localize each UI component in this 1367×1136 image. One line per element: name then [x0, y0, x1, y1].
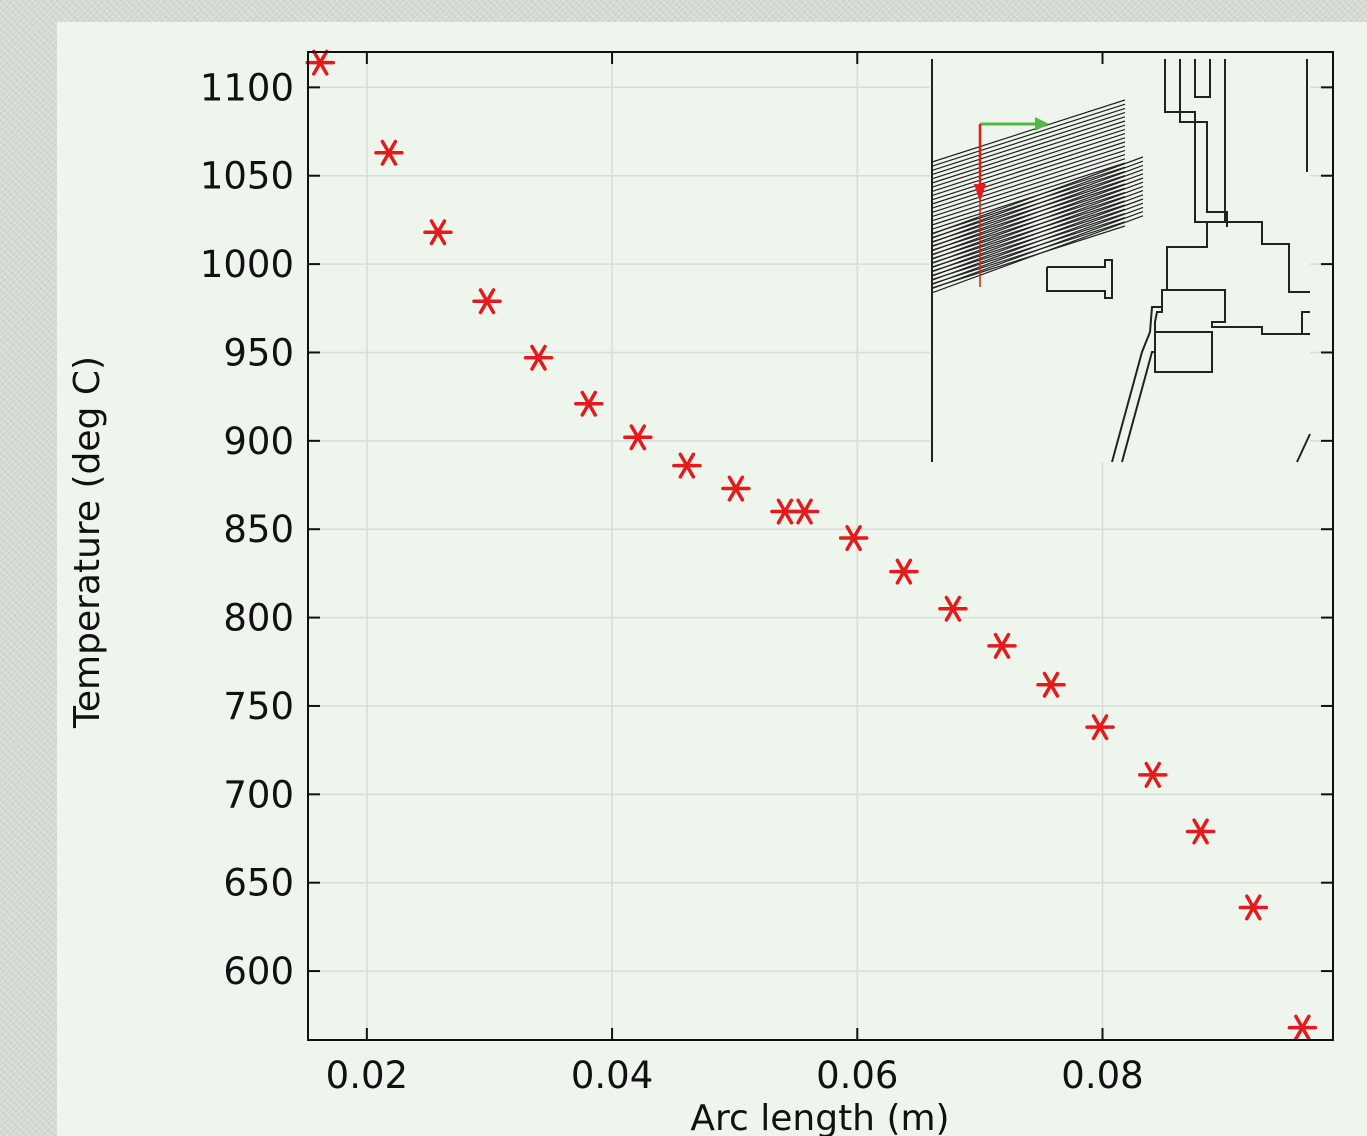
mesh-line: [931, 116, 1126, 180]
mesh-line: [931, 185, 1144, 264]
y-tick-label: 1050: [200, 155, 294, 198]
data-point: [1185, 818, 1216, 845]
data-point: [672, 452, 702, 479]
mesh-line: [931, 211, 1144, 290]
mesh-line: [931, 107, 1126, 171]
mesh-line: [931, 133, 1126, 197]
data-point: [574, 390, 604, 417]
mesh-line: [931, 156, 1144, 235]
mesh-line: [931, 190, 1144, 269]
mesh-line: [931, 202, 1144, 281]
x-tick-label: 0.08: [1061, 1054, 1143, 1097]
geometry-inset: [930, 59, 1311, 463]
y-tick-label: 1000: [200, 243, 294, 286]
y-tick-label: 900: [223, 420, 294, 463]
mesh-line: [931, 158, 1126, 222]
mesh-line: [931, 99, 1126, 163]
data-point: [374, 139, 404, 166]
mesh-line: [931, 128, 1126, 192]
x-tick-label: 0.02: [326, 1054, 408, 1097]
mesh-line: [931, 173, 1144, 252]
mesh-line: [931, 120, 1126, 184]
mesh-line: [931, 149, 1126, 213]
y-tick-label: 950: [223, 331, 294, 374]
plot-frame: [307, 51, 1334, 1041]
data-point: [938, 595, 968, 622]
mesh-line: [931, 194, 1144, 273]
y-tick-label: 700: [223, 773, 294, 816]
tick-labels: 0.02 0.04 0.06 0.08 600 650 700 750 800 850 900 950…: [200, 66, 1144, 1097]
data-point: [623, 424, 653, 451]
y-tick-label: 800: [223, 597, 294, 640]
mesh-line: [931, 154, 1126, 218]
inset-axis-arrows: [974, 117, 1049, 287]
x-axis-title: Arc length (m): [690, 1098, 949, 1136]
y-tick-label: 650: [223, 862, 294, 905]
mesh-line: [931, 145, 1126, 209]
mesh-line: [931, 124, 1126, 188]
mesh-line: [931, 103, 1126, 167]
chart-panel: 0.02 0.04 0.06 0.08 600 650 700 750 800 850 900 950…: [57, 22, 1367, 1136]
y-tick-label: 850: [223, 508, 294, 551]
y-tick-label: 600: [223, 950, 294, 993]
data-point: [1138, 761, 1168, 788]
data-point: [523, 344, 554, 371]
data-point: [305, 49, 336, 76]
data-point: [1238, 894, 1269, 921]
data-point: [1085, 714, 1115, 741]
mesh-line: [931, 206, 1144, 285]
mesh-line: [931, 137, 1126, 201]
mesh-line: [931, 160, 1144, 239]
mesh-line: [931, 141, 1126, 205]
y-axis-title: Temperature (deg C): [67, 356, 108, 729]
mesh-line: [931, 164, 1144, 243]
inset-mesh: [931, 99, 1144, 294]
mesh-line: [931, 169, 1144, 248]
x-tick-label: 0.06: [816, 1054, 898, 1097]
y-tick-label: 750: [223, 685, 294, 728]
data-point: [789, 498, 820, 525]
data-point: [1036, 671, 1066, 698]
x-tick-label: 0.04: [571, 1054, 653, 1097]
mesh-line: [931, 112, 1126, 176]
data-point: [889, 558, 919, 585]
axis-ticks: [308, 52, 1333, 1040]
data-point: [838, 525, 869, 552]
inset-outline: [931, 59, 1311, 463]
mesh-line: [931, 177, 1144, 256]
y-tick-label: 1100: [200, 66, 294, 109]
mesh-line: [931, 198, 1144, 277]
data-point: [1287, 1014, 1318, 1041]
data-point: [423, 219, 453, 246]
data-point: [472, 288, 502, 315]
mesh-line: [931, 162, 1126, 226]
data-points: [305, 49, 1318, 1041]
mesh-line: [931, 181, 1144, 260]
data-point: [987, 632, 1017, 659]
mesh-line: [931, 215, 1144, 294]
chart-svg: 0.02 0.04 0.06 0.08 600 650 700 750 800 850 900 950…: [67, 49, 1334, 1136]
data-point: [721, 475, 751, 502]
